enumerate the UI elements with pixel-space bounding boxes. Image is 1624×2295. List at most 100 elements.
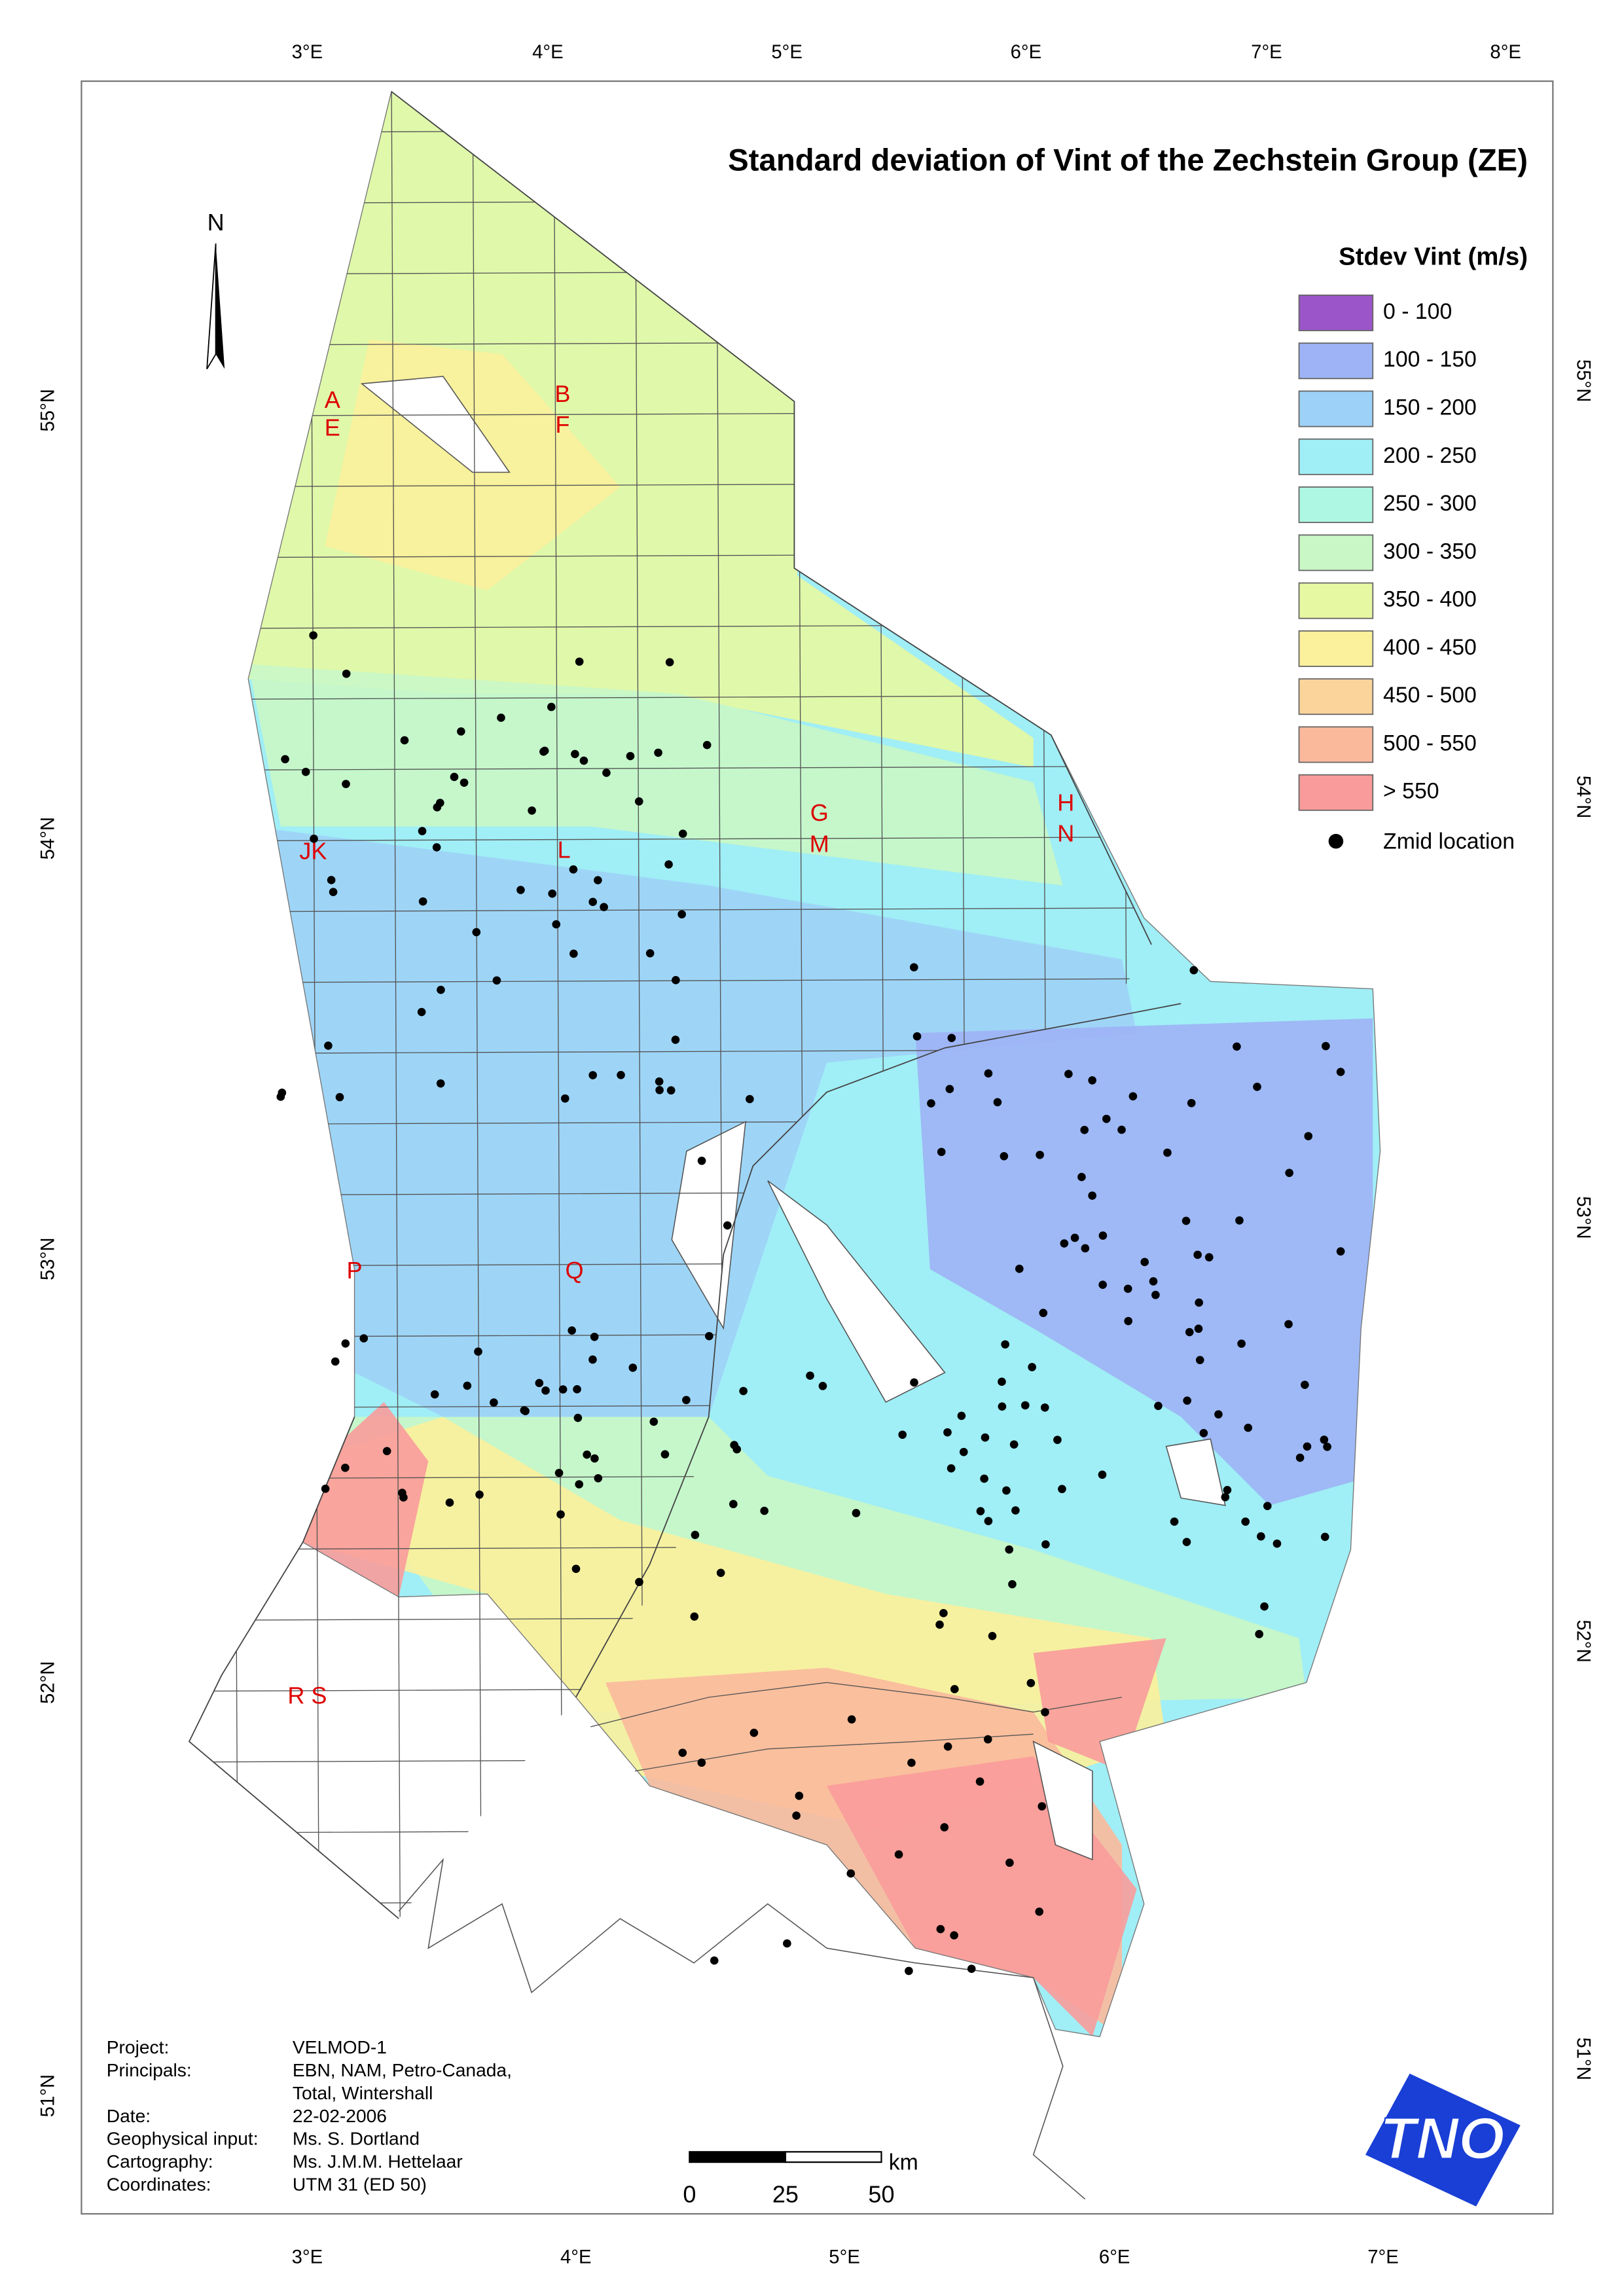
zmid-location	[1272, 1539, 1282, 1548]
graticule-label: 51°N	[37, 2074, 59, 2117]
legend-swatch	[1298, 486, 1374, 524]
zmid-location	[947, 1034, 956, 1043]
zmid-location	[1088, 1191, 1096, 1200]
zmid-location	[983, 1735, 992, 1744]
zmid-location	[645, 949, 655, 958]
zmid-location	[278, 1089, 287, 1097]
zmid-location	[602, 768, 611, 777]
zmid-location	[671, 1036, 680, 1044]
legend-label: 450 - 500	[1383, 683, 1477, 708]
info-value: Total, Wintershall	[293, 2082, 433, 2103]
zmid-location	[1002, 1486, 1011, 1495]
zmid-location	[691, 1530, 700, 1540]
zmid-location	[1187, 1098, 1196, 1108]
zmid-location	[1008, 1580, 1017, 1589]
zmid-location	[976, 1507, 985, 1515]
info-value: UTM 31 (ED 50)	[293, 2174, 427, 2195]
zmid-location	[635, 1578, 643, 1587]
zmid-location	[1170, 1517, 1179, 1526]
zmid-location	[321, 1484, 330, 1493]
zmid-location	[792, 1811, 801, 1820]
zmid-location	[310, 835, 318, 843]
zmid-location	[573, 1413, 583, 1422]
zmid-location	[547, 702, 556, 712]
zmid-location	[1185, 1328, 1194, 1337]
zmid-location	[1214, 1410, 1223, 1419]
zmid-location	[665, 658, 674, 666]
zmid-location	[418, 897, 427, 906]
zmid-location	[927, 1099, 935, 1108]
info-label: Geophysical input:	[107, 2128, 259, 2149]
legend-label: 300 - 350	[1383, 539, 1477, 564]
block-label: Q	[565, 1257, 583, 1284]
zmid-location	[947, 1464, 956, 1473]
scale-bar	[689, 2151, 787, 2163]
zmid-location	[935, 1620, 944, 1629]
info-value: 22-02-2006	[293, 2105, 387, 2126]
legend-label: 350 - 400	[1383, 587, 1477, 612]
zmid-location	[417, 1007, 426, 1017]
legend-point	[1328, 833, 1344, 849]
info-label: Project:	[107, 2036, 170, 2057]
zmid-location	[672, 976, 680, 985]
zmid-location	[749, 1728, 759, 1737]
legend-label: Zmid location	[1383, 829, 1515, 854]
zmid-location	[568, 1326, 576, 1335]
zmid-location	[783, 1939, 791, 1948]
zmid-location	[1035, 1907, 1044, 1916]
zmid-location	[1154, 1401, 1163, 1411]
graticule-label: 6°E	[1099, 2246, 1130, 2268]
zmid-location	[541, 1386, 550, 1395]
legend-label: 500 - 550	[1383, 731, 1477, 755]
graticule-label: 4°E	[560, 2246, 592, 2268]
block-label: B	[554, 380, 570, 407]
zmid-location	[852, 1509, 861, 1517]
zmid-location	[1244, 1423, 1253, 1432]
zmid-location	[1295, 1453, 1305, 1462]
zmid-location	[281, 755, 289, 764]
zmid-location	[1182, 1538, 1191, 1546]
zmid-location	[1195, 1356, 1204, 1364]
zmid-location	[1253, 1083, 1261, 1091]
zmid-location	[331, 1357, 340, 1366]
zmid-location	[1221, 1492, 1230, 1502]
info-value: EBN, NAM, Petro-Canada,	[293, 2059, 512, 2080]
zmid-location	[1098, 1470, 1107, 1479]
legend-label: 0 - 100	[1383, 299, 1452, 324]
zmid-location	[1053, 1436, 1062, 1444]
zmid-location	[649, 1417, 659, 1426]
zmid-location	[1255, 1630, 1263, 1638]
zmid-location	[301, 767, 310, 776]
zmid-location	[341, 1463, 350, 1472]
zmid-location	[548, 889, 556, 898]
zmid-location	[474, 1347, 482, 1356]
scale-tick-label: 50	[868, 2180, 894, 2207]
zmid-location	[1060, 1239, 1069, 1248]
zmid-location	[905, 1966, 913, 1976]
zmid-location	[981, 1433, 990, 1442]
zmid-location	[746, 1094, 754, 1104]
zmid-location	[739, 1386, 748, 1396]
zmid-location	[324, 1041, 333, 1050]
zmid-location	[575, 1480, 584, 1489]
zmid-location	[1241, 1517, 1250, 1526]
zmid-location	[1124, 1316, 1132, 1326]
grid-line	[189, 907, 1152, 913]
grid-line	[189, 765, 1152, 771]
zmid-location	[1189, 966, 1199, 975]
zmid-location	[1009, 1440, 1019, 1449]
zmid-location	[1323, 1442, 1331, 1451]
legend-swatch	[1298, 295, 1374, 331]
zmid-location	[1070, 1233, 1079, 1242]
zmid-location	[445, 1498, 454, 1507]
zmid-location	[1026, 1678, 1036, 1688]
zmid-location	[1001, 1340, 1009, 1349]
zmid-location	[1038, 1802, 1047, 1811]
zmid-location	[418, 827, 427, 835]
zmid-location	[939, 1609, 948, 1617]
zmid-location	[1149, 1277, 1158, 1286]
zmid-location	[1204, 1253, 1214, 1262]
graticule-label: 5°E	[771, 41, 803, 63]
zmid-location	[579, 756, 588, 765]
